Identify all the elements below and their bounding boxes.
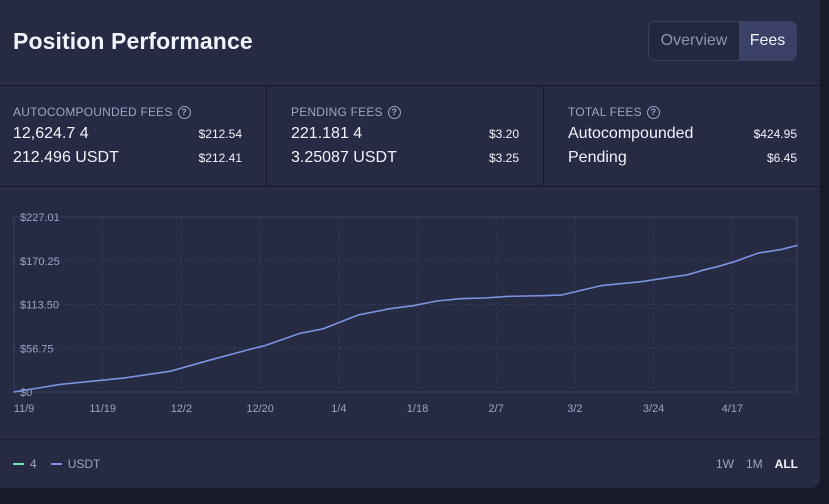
series-point: [205, 360, 207, 362]
stat-row-text: Pending: [568, 149, 627, 166]
x-tick-label: 1/18: [407, 403, 428, 415]
series-point: [506, 295, 509, 298]
stat-row-amount: $3.25: [488, 151, 519, 165]
stat-label-text: AUTOCOMPOUNDED FEES: [13, 105, 173, 119]
y-tick-label: $113.50: [20, 300, 59, 312]
series-point: [357, 314, 360, 316]
series-point: [600, 284, 603, 287]
stat-row-text: 3.25087 USDT: [291, 149, 397, 166]
tab-fees[interactable]: Fees: [739, 22, 796, 60]
time-range-selector: 1W 1M ALL: [716, 457, 798, 471]
stat-label: AUTOCOMPOUNDED FEES ?: [13, 105, 191, 119]
series-point: [459, 297, 462, 300]
x-tick-label: 3/2: [567, 403, 582, 415]
stat-label-text: PENDING FEES: [291, 105, 383, 119]
chart-legend: 4 USDT: [13, 457, 100, 471]
legend-label: USDT: [67, 457, 101, 471]
stat-total-fees: TOTAL FEES ? Autocompounded $424.95 Pend…: [543, 86, 820, 186]
series-point: [670, 276, 673, 278]
stat-row-text: 12,624.7 4: [13, 125, 89, 142]
series-point: [545, 294, 548, 297]
series-point: [60, 383, 62, 386]
series-point: [412, 304, 415, 307]
view-toggle: Overview Fees: [648, 21, 797, 61]
info-icon[interactable]: ?: [177, 105, 191, 119]
series-point: [702, 269, 704, 271]
series-point: [13, 391, 15, 393]
x-tick-label: 12/20: [246, 403, 274, 415]
legend-swatch: [50, 463, 62, 465]
stat-autocompounded-fees: AUTOCOMPOUNDED FEES ? 12,624.7 4 $212.54…: [0, 86, 266, 186]
series-point: [436, 300, 438, 302]
series-point: [686, 274, 689, 276]
info-icon[interactable]: ?: [387, 105, 401, 119]
divider: [266, 86, 267, 186]
y-tick-label: $56.75: [20, 343, 54, 355]
x-tick-label: 11/9: [14, 403, 35, 415]
info-icon[interactable]: ?: [646, 105, 660, 119]
series-point: [91, 380, 94, 383]
x-tick-label: 4/17: [722, 403, 743, 415]
series-point: [122, 377, 125, 379]
stat-row-amount: $212.54: [198, 127, 242, 141]
range-1m[interactable]: 1M: [746, 457, 763, 471]
legend-swatch: [13, 463, 24, 465]
x-tick-label: 1/4: [331, 403, 346, 415]
stat-row-text: Autocompounded: [568, 125, 694, 142]
series-point: [381, 309, 383, 312]
fees-line-chart: $227.01$170.25$113.50$56.75$011/9 11/19 12…: [13, 212, 798, 415]
stat-pending-fees: PENDING FEES ? 221.181 4 $3.20 3.25087 U…: [266, 86, 543, 186]
series-point: [298, 332, 301, 335]
divider: [0, 439, 820, 440]
stat-label-text: TOTAL FEES: [568, 105, 642, 119]
series-point: [780, 248, 783, 251]
y-tick-label: $170.25: [20, 256, 60, 268]
stat-label: TOTAL FEES ?: [568, 105, 660, 119]
stat-row-amount: $424.95: [753, 127, 797, 141]
range-all[interactable]: ALL: [774, 457, 798, 471]
series-point: [639, 280, 642, 283]
x-tick-label: 3/24: [643, 403, 664, 415]
series-point: [757, 252, 759, 255]
series-point: [796, 244, 798, 247]
stat-row-text: 221.181 4: [291, 125, 363, 142]
stat-label: PENDING FEES ?: [291, 105, 401, 119]
divider: [0, 85, 820, 86]
position-performance-card: Position Performance Overview Fees AUTOC…: [0, 0, 820, 488]
series-point: [561, 294, 563, 296]
range-1w[interactable]: 1W: [716, 457, 734, 471]
series-point: [483, 297, 485, 299]
series-point: [389, 307, 391, 310]
stat-row-text: 212.496 USDT: [13, 149, 119, 166]
page-title: Position Performance: [13, 28, 253, 54]
series-point: [322, 327, 325, 330]
series-point: [263, 344, 266, 347]
y-tick-label: $227.01: [20, 212, 60, 224]
series-point: [169, 370, 172, 372]
x-tick-label: 11/19: [89, 403, 116, 415]
x-tick-label: 12/2: [171, 403, 192, 415]
stat-row-amount: $3.20: [488, 127, 519, 141]
legend-label: 4: [30, 457, 37, 471]
stat-row-amount: $6.45: [766, 151, 797, 165]
divider: [0, 186, 820, 187]
series-point: [717, 265, 720, 268]
series-line-usdt: [13, 244, 798, 393]
series-point: [248, 348, 250, 351]
stat-row-amount: $212.41: [198, 151, 242, 165]
x-tick-label: 2/7: [489, 403, 504, 415]
tab-overview[interactable]: Overview: [660, 32, 728, 49]
series-point: [733, 260, 736, 263]
divider: [543, 86, 544, 186]
